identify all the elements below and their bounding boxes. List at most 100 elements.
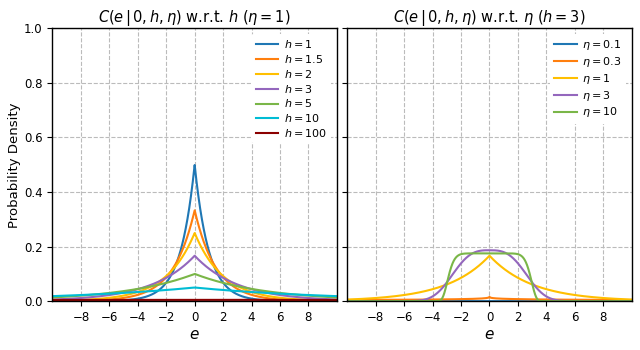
$\eta=0.3$ [577, 298, 585, 302]
$h=1$ [100, 299, 108, 303]
$h=10$ [100, 292, 108, 296]
$\eta=1$ [514, 276, 522, 280]
$\eta=0.3$ [486, 295, 493, 299]
$h=5$ [49, 295, 56, 300]
$h=3$ [191, 254, 198, 258]
$\eta=3$ [514, 261, 522, 265]
Title: $C(e\,|\,0,h,\eta)$ w.r.t. $\eta$ $(h=3)$: $C(e\,|\,0,h,\eta)$ w.r.t. $\eta$ $(h=3)… [393, 8, 586, 28]
$h=5$ [333, 295, 340, 300]
$h=2$ [333, 299, 340, 303]
$\eta=3$ [529, 281, 536, 285]
$h=1.5$ [157, 280, 165, 285]
$h=2$ [191, 231, 198, 235]
Y-axis label: Probability Density: Probability Density [8, 102, 21, 228]
$h=5$ [261, 289, 269, 293]
$h=3$ [234, 282, 241, 287]
Line: $h=1.5$: $h=1.5$ [52, 210, 337, 301]
$h=3$ [261, 290, 269, 294]
$\eta=10$ [344, 299, 351, 303]
Line: $h=2$: $h=2$ [52, 233, 337, 301]
$\eta=10$ [556, 299, 563, 303]
$\eta=0.3$ [344, 298, 351, 302]
$\eta=0.1$ [486, 299, 493, 303]
Line: $\eta=0.3$: $\eta=0.3$ [348, 297, 632, 300]
$h=1.5$ [49, 299, 56, 303]
$h=1.5$ [261, 296, 269, 300]
$h=2$ [157, 278, 165, 282]
$h=1$ [261, 298, 269, 302]
$\eta=0.3$ [628, 298, 636, 302]
$\eta=10$ [514, 252, 522, 256]
$h=2$ [100, 296, 108, 300]
$h=1$ [333, 299, 340, 303]
$\eta=0.3$ [514, 297, 522, 301]
$h=5$ [157, 282, 165, 286]
$\eta=0.3$ [395, 298, 403, 302]
$h=3$ [220, 276, 227, 280]
$h=10$ [191, 286, 198, 290]
$\eta=10$ [628, 299, 636, 303]
$\eta=3$ [395, 299, 403, 303]
$h=2$ [261, 293, 269, 298]
$h=1$ [157, 286, 165, 290]
$h=2$ [282, 296, 290, 301]
$h=100$ [49, 298, 56, 302]
$h=100$ [191, 298, 198, 302]
$\eta=0.1$ [452, 299, 460, 303]
$\eta=0.1$ [556, 299, 563, 303]
Legend: $\eta=0.1$, $\eta=0.3$, $\eta=1$, $\eta=3$, $\eta=10$: $\eta=0.1$, $\eta=0.3$, $\eta=1$, $\eta=… [550, 34, 626, 124]
$\eta=0.3$ [529, 297, 536, 301]
$h=100$ [157, 298, 165, 302]
$\eta=0.1$ [529, 299, 536, 303]
$h=3$ [157, 278, 165, 282]
$h=100$ [282, 298, 290, 302]
$h=10$ [261, 291, 269, 295]
$\eta=10$ [577, 299, 585, 303]
Line: $\eta=1$: $\eta=1$ [348, 256, 632, 300]
$h=100$ [234, 298, 241, 302]
$\eta=0.1$ [395, 299, 403, 303]
$\eta=10$ [484, 251, 492, 256]
$h=100$ [100, 298, 108, 302]
$h=5$ [220, 281, 227, 285]
$\eta=1$ [577, 294, 585, 298]
$\eta=3$ [486, 248, 493, 252]
X-axis label: $e$: $e$ [189, 327, 200, 342]
$h=1$ [282, 299, 290, 303]
$h=10$ [49, 294, 56, 298]
$\eta=0.1$ [628, 299, 636, 303]
Line: $h=3$: $h=3$ [52, 256, 337, 300]
$h=10$ [282, 292, 290, 296]
$\eta=1$ [452, 278, 460, 282]
$h=3$ [333, 298, 340, 302]
$\eta=10$ [529, 282, 536, 286]
$\eta=0.1$ [577, 299, 585, 303]
$\eta=1$ [529, 282, 536, 287]
$h=1.5$ [220, 275, 227, 279]
$h=10$ [157, 288, 165, 293]
$\eta=1$ [486, 254, 493, 258]
Line: $h=10$: $h=10$ [52, 288, 337, 296]
Line: $\eta=10$: $\eta=10$ [348, 253, 632, 301]
$\eta=0.3$ [452, 297, 460, 301]
$h=3$ [100, 294, 108, 298]
$h=1.5$ [234, 287, 241, 291]
$h=100$ [261, 298, 269, 302]
$h=2$ [220, 274, 227, 278]
Legend: $h=1$, $h=1.5$, $h=2$, $h=3$, $h=5$, $h=10$, $h=100$: $h=1$, $h=1.5$, $h=2$, $h=3$, $h=5$, $h=… [252, 34, 332, 144]
$\eta=3$ [344, 299, 351, 303]
$\eta=0.1$ [344, 299, 351, 303]
$h=3$ [49, 298, 56, 302]
Line: $\eta=3$: $\eta=3$ [348, 250, 632, 301]
$\eta=1$ [344, 298, 351, 302]
$h=3$ [282, 294, 290, 298]
$h=5$ [191, 272, 198, 276]
$\eta=1$ [395, 294, 403, 298]
$\eta=10$ [395, 299, 403, 303]
$\eta=0.1$ [514, 299, 522, 303]
$\eta=10$ [452, 256, 460, 260]
$\eta=0.3$ [556, 298, 563, 302]
$\eta=3$ [628, 299, 636, 303]
$h=5$ [100, 292, 108, 296]
$h=1$ [234, 292, 241, 296]
